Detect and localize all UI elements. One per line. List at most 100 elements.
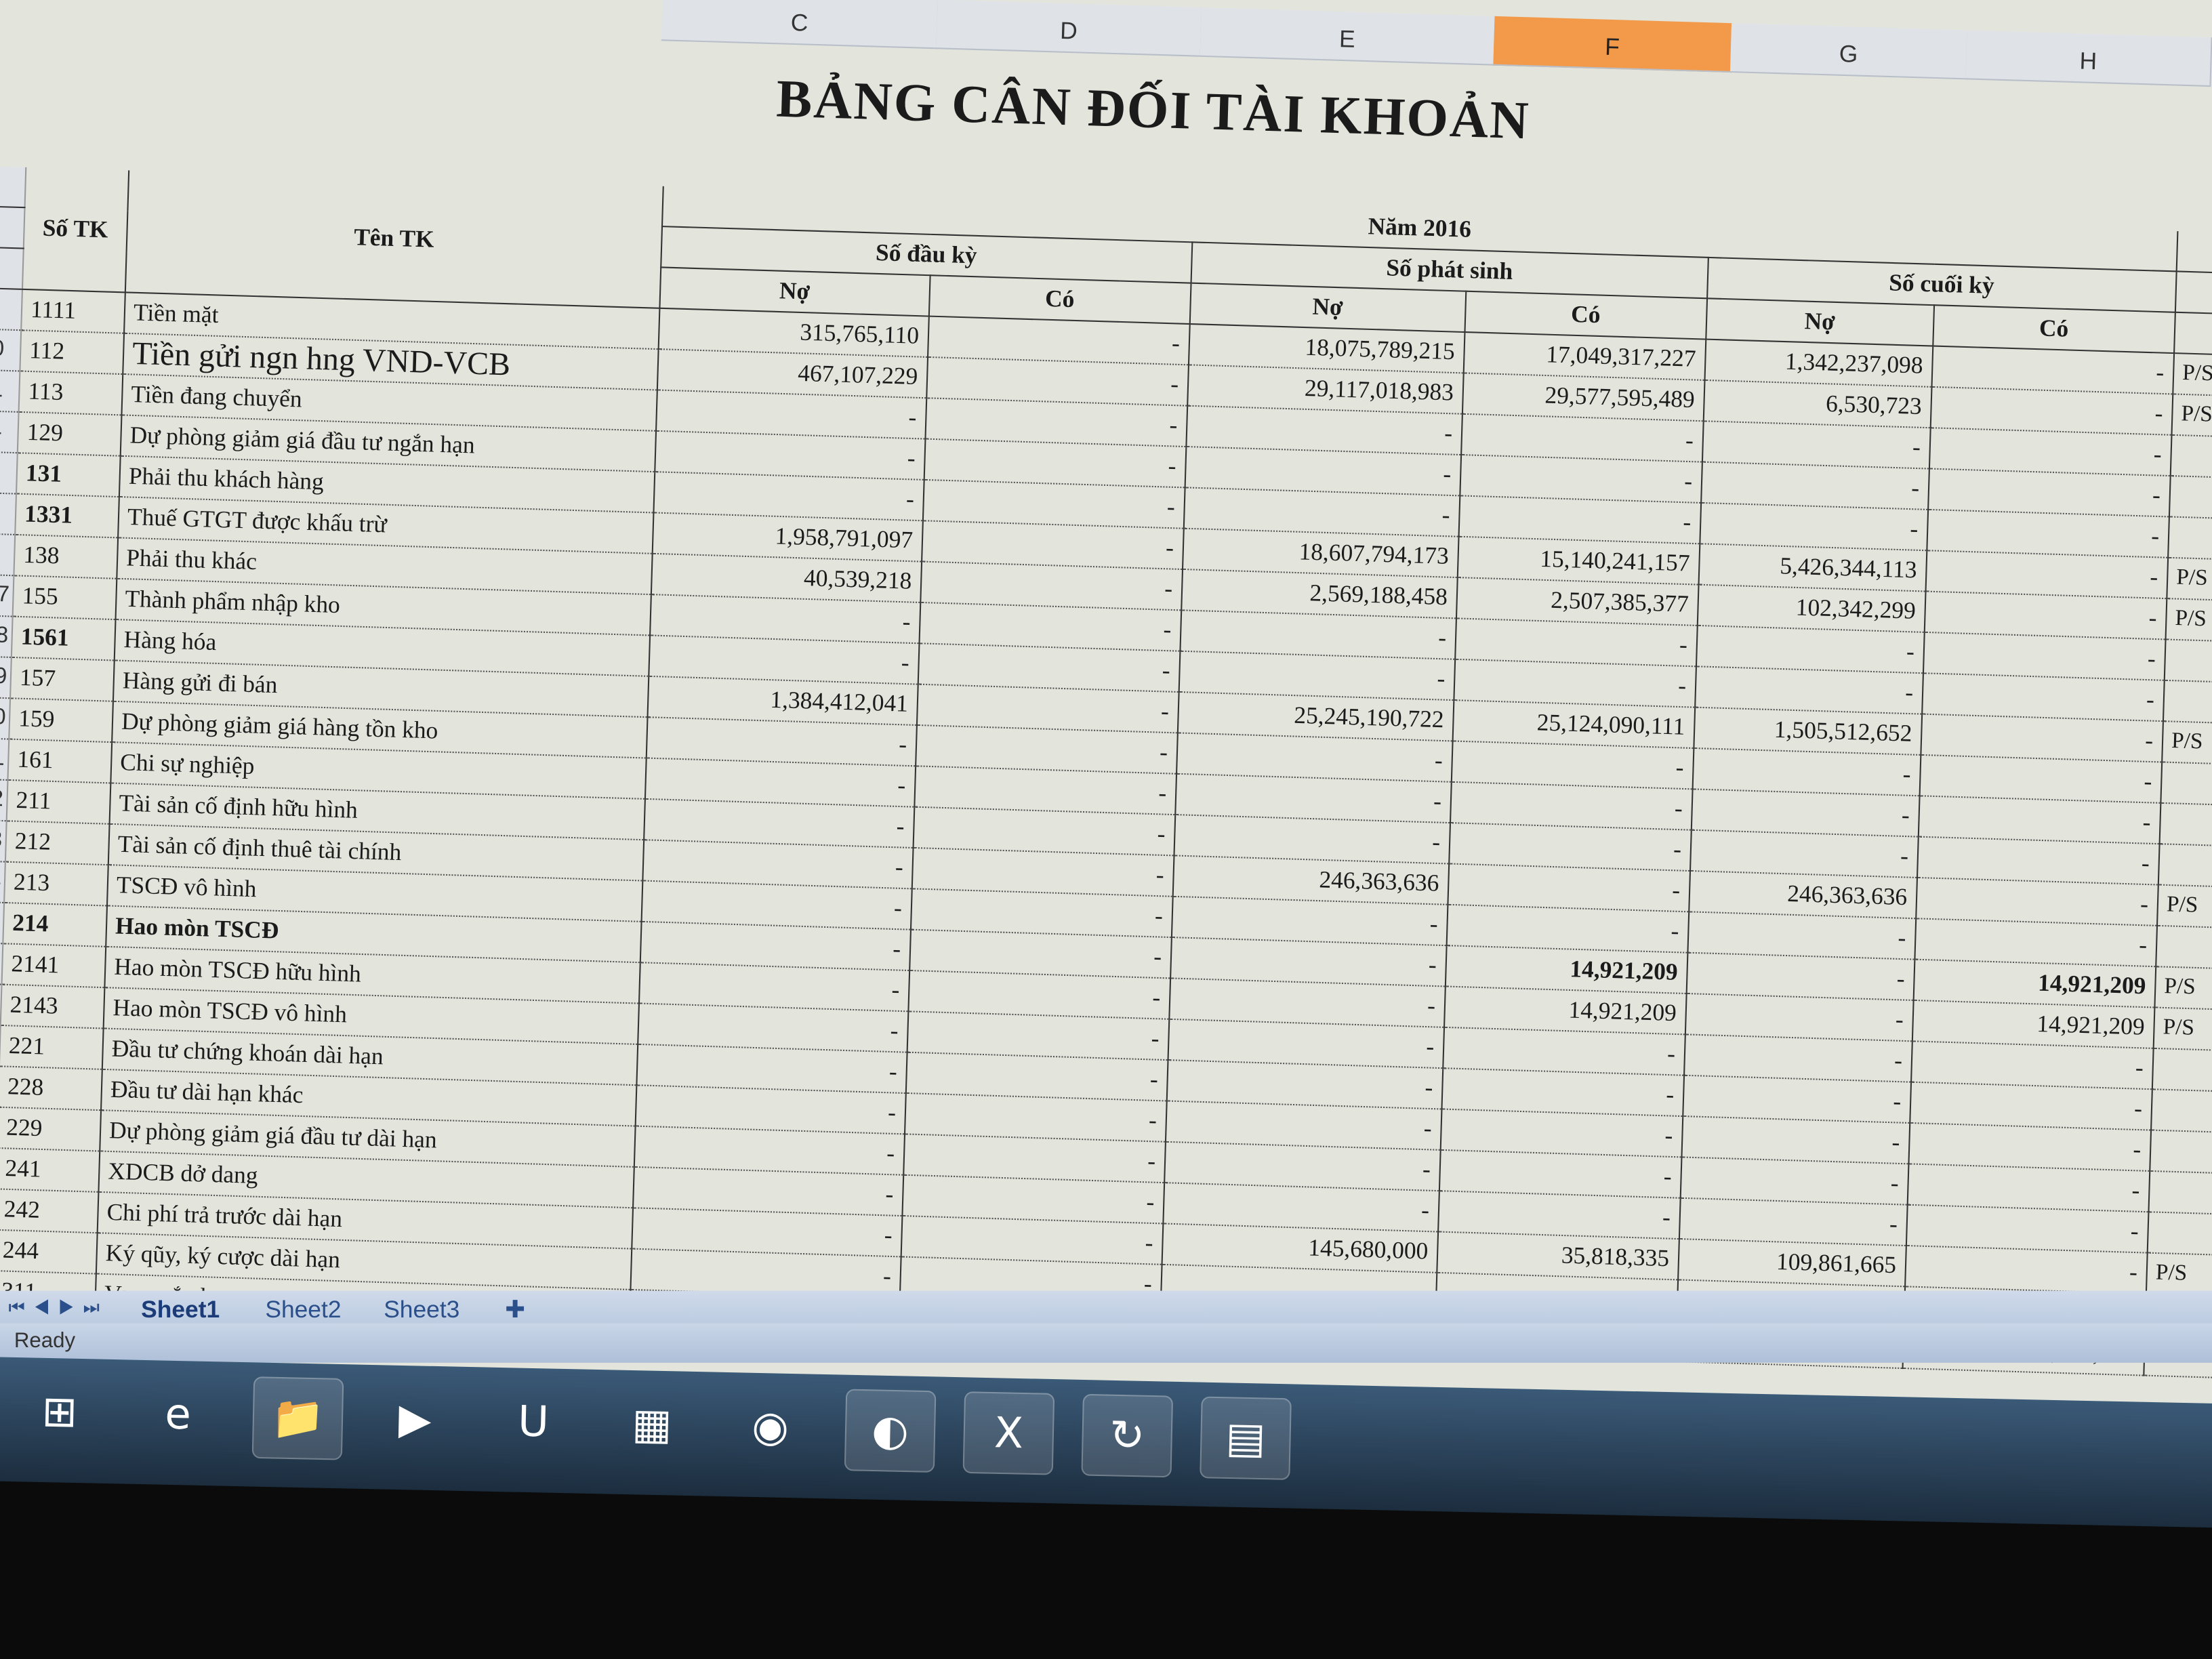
account-number-cell[interactable]: 1561: [11, 616, 116, 661]
period-credit-cell[interactable]: 25,124,090,111: [1452, 700, 1695, 748]
closing-credit-cell[interactable]: -: [1907, 1164, 2150, 1212]
closing-debit-cell[interactable]: -: [1681, 1116, 1910, 1164]
excel-icon[interactable]: X: [962, 1391, 1055, 1475]
closing-debit-cell[interactable]: -: [1691, 789, 1920, 837]
ps-flag-cell[interactable]: P/S: [2172, 353, 2212, 396]
closing-debit-cell[interactable]: -: [1692, 747, 1921, 796]
account-number-cell[interactable]: 161: [7, 739, 112, 783]
period-credit-cell[interactable]: -: [1450, 781, 1693, 830]
opening-credit-cell[interactable]: -: [904, 1093, 1167, 1142]
row-number[interactable]: [0, 288, 22, 331]
opening-credit-cell[interactable]: -: [909, 929, 1172, 979]
ps-flag-cell[interactable]: P/S: [2154, 966, 2212, 1010]
account-number-cell[interactable]: 159: [8, 698, 113, 743]
ps-flag-cell[interactable]: P/S: [2153, 1007, 2212, 1051]
opening-credit-cell[interactable]: -: [902, 1174, 1164, 1224]
period-credit-cell[interactable]: 29,577,595,489: [1462, 373, 1705, 422]
closing-debit-cell[interactable]: 6,530,723: [1703, 380, 1932, 428]
closing-debit-cell[interactable]: 102,342,299: [1697, 584, 1926, 632]
ps-flag-cell[interactable]: P/S: [2156, 884, 2212, 928]
period-credit-cell[interactable]: -: [1453, 659, 1696, 708]
ps-flag-cell[interactable]: [2158, 844, 2212, 887]
column-header-f[interactable]: F: [1493, 16, 1734, 73]
row-number[interactable]: 7: [0, 533, 15, 576]
column-header-e[interactable]: E: [1200, 7, 1496, 66]
opening-credit-cell[interactable]: -: [924, 438, 1186, 488]
row-number[interactable]: 6: [0, 493, 16, 535]
closing-credit-cell[interactable]: -: [1920, 714, 2163, 762]
period-credit-cell[interactable]: -: [1446, 904, 1689, 953]
closing-credit-cell[interactable]: -: [1931, 346, 2174, 394]
media-player-icon[interactable]: ▶: [398, 1394, 432, 1445]
period-credit-cell[interactable]: 14,921,209: [1443, 986, 1687, 1035]
closing-debit-cell[interactable]: -: [1694, 666, 1923, 714]
account-number-cell[interactable]: 229: [0, 1107, 101, 1151]
account-number-cell[interactable]: 211: [6, 779, 110, 824]
closing-credit-cell[interactable]: -: [1917, 836, 2160, 885]
closing-credit-cell[interactable]: 14,921,209: [1912, 1000, 2154, 1048]
ps-flag-cell[interactable]: [2148, 1170, 2212, 1214]
closing-debit-cell[interactable]: -: [1683, 1034, 1912, 1082]
ps-flag-cell[interactable]: [2167, 516, 2212, 560]
closing-credit-cell[interactable]: -: [1925, 550, 2168, 599]
account-number-cell[interactable]: 157: [9, 657, 115, 701]
row-number[interactable]: 4: [0, 411, 19, 453]
account-number-cell[interactable]: 2143: [0, 984, 104, 1029]
ps-flag-cell[interactable]: [2150, 1089, 2212, 1132]
closing-credit-cell[interactable]: -: [1918, 796, 2160, 844]
closing-credit-cell[interactable]: -: [1926, 509, 2169, 558]
account-number-cell[interactable]: 221: [0, 1025, 104, 1069]
account-number-cell[interactable]: 1331: [14, 493, 119, 538]
closing-credit-cell[interactable]: -: [1924, 591, 2167, 640]
closing-debit-cell[interactable]: 246,363,636: [1688, 871, 1917, 919]
period-credit-cell[interactable]: 17,049,317,227: [1463, 332, 1706, 380]
closing-debit-cell[interactable]: -: [1685, 994, 1914, 1042]
column-header-h[interactable]: H: [1965, 30, 2212, 87]
period-credit-cell[interactable]: -: [1448, 823, 1692, 872]
account-number-cell[interactable]: 155: [12, 575, 117, 620]
opening-credit-cell[interactable]: -: [916, 684, 1179, 733]
row-number[interactable]: 1: [0, 370, 20, 412]
spreadsheet-window-icon[interactable]: ▤: [1200, 1396, 1292, 1480]
row-number[interactable]: 0: [0, 329, 21, 371]
period-credit-cell[interactable]: -: [1437, 1191, 1681, 1240]
closing-credit-cell[interactable]: -: [1930, 386, 2173, 435]
opening-credit-cell[interactable]: -: [907, 970, 1170, 1019]
ps-flag-cell[interactable]: P/S: [2166, 557, 2212, 601]
closing-debit-cell[interactable]: -: [1702, 421, 1931, 469]
period-credit-cell[interactable]: -: [1458, 495, 1701, 544]
tab-sheet3[interactable]: Sheet3: [384, 1296, 460, 1324]
ps-flag-cell[interactable]: [2149, 1130, 2212, 1174]
opening-credit-cell[interactable]: -: [903, 1134, 1166, 1183]
period-credit-cell[interactable]: 14,921,209: [1445, 945, 1688, 994]
closing-debit-cell[interactable]: -: [1696, 625, 1925, 674]
tab-sheet2[interactable]: Sheet2: [265, 1296, 342, 1324]
accounting-software-icon[interactable]: ↻: [1081, 1393, 1174, 1478]
account-number-cell[interactable]: 131: [16, 453, 121, 497]
closing-debit-cell[interactable]: -: [1680, 1157, 1909, 1205]
account-number-cell[interactable]: 244: [0, 1229, 98, 1274]
closing-credit-cell[interactable]: -: [1921, 673, 2165, 722]
ps-flag-cell[interactable]: [2147, 1212, 2212, 1255]
ps-flag-cell[interactable]: P/S: [2161, 721, 2212, 764]
account-number-cell[interactable]: 2141: [1, 943, 106, 988]
account-number-cell[interactable]: 212: [5, 821, 110, 865]
closing-debit-cell[interactable]: 1,505,512,652: [1693, 707, 1922, 755]
ps-flag-cell[interactable]: P/S: [2165, 598, 2212, 642]
period-credit-cell[interactable]: 15,140,241,157: [1457, 536, 1700, 585]
insert-sheet-icon[interactable]: ✚: [505, 1296, 525, 1324]
closing-credit-cell[interactable]: -: [1904, 1246, 2148, 1294]
closing-debit-cell[interactable]: 1,342,237,098: [1704, 339, 1933, 387]
opening-credit-cell[interactable]: -: [918, 643, 1181, 693]
closing-credit-cell[interactable]: -: [1910, 1041, 2154, 1090]
internet-explorer-icon[interactable]: e: [164, 1389, 192, 1439]
opening-credit-cell[interactable]: -: [910, 888, 1173, 938]
opening-credit-cell[interactable]: -: [905, 1052, 1168, 1101]
closing-debit-cell[interactable]: 5,426,344,113: [1698, 544, 1927, 592]
closing-credit-cell[interactable]: -: [1915, 877, 2158, 926]
account-number-cell[interactable]: 242: [0, 1189, 99, 1233]
column-header-d[interactable]: D: [936, 0, 1203, 57]
closing-credit-cell[interactable]: -: [1908, 1122, 2151, 1171]
opening-credit-cell[interactable]: -: [912, 847, 1174, 897]
account-number-cell[interactable]: 112: [19, 330, 124, 375]
